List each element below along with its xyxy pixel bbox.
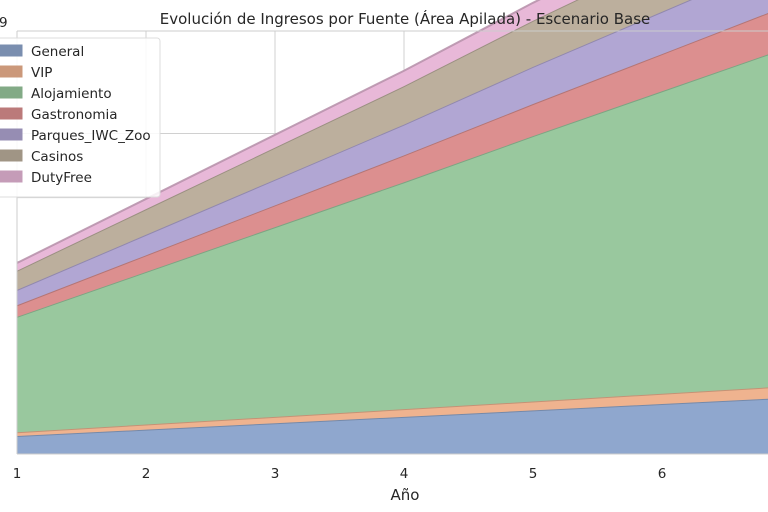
x-tick-label: 5 bbox=[529, 466, 538, 482]
legend-swatch bbox=[0, 128, 23, 141]
legend-box bbox=[0, 37, 161, 198]
legend-label: Alojamiento bbox=[31, 86, 112, 102]
legend-label: Parques_IWC_Zoo bbox=[31, 128, 151, 144]
area-alojamiento bbox=[17, 54, 768, 433]
legend-swatch bbox=[0, 149, 23, 162]
x-tick-label: 2 bbox=[142, 466, 151, 482]
area-general bbox=[17, 398, 768, 454]
axes: 1 2 3 4 5 6 bbox=[13, 30, 768, 482]
area-edge-dutyfree bbox=[16, 0, 541, 264]
x-axis-label: Año bbox=[391, 486, 420, 504]
x-tick-label: 3 bbox=[271, 466, 280, 482]
legend-swatch bbox=[0, 170, 23, 183]
area-dutyfree bbox=[17, 0, 577, 271]
legend-swatch bbox=[0, 107, 23, 120]
legend-label: General bbox=[31, 44, 84, 60]
area-gastronomia bbox=[17, 12, 768, 317]
x-tick-label: 1 bbox=[13, 466, 22, 482]
area-parques-iwc-zoo bbox=[17, 0, 768, 306]
legend-swatch bbox=[0, 86, 23, 99]
y-offset-label: 9 bbox=[0, 15, 8, 31]
legend: General VIP Alojamiento Gastronomia Parques_… bbox=[0, 37, 161, 198]
area-casinos bbox=[17, 0, 690, 290]
chart-title: Evolución de Ingresos por Fuente (Área A… bbox=[160, 9, 650, 28]
legend-label: Casinos bbox=[31, 149, 83, 165]
legend-swatch bbox=[0, 65, 23, 78]
legend-label: VIP bbox=[31, 65, 52, 81]
x-tick-label: 6 bbox=[658, 466, 667, 482]
legend-label: DutyFree bbox=[31, 170, 92, 186]
x-tick-label: 4 bbox=[400, 466, 409, 482]
legend-label: Gastronomia bbox=[31, 107, 118, 123]
stacked-areas bbox=[16, 0, 768, 454]
legend-swatch bbox=[0, 44, 23, 57]
